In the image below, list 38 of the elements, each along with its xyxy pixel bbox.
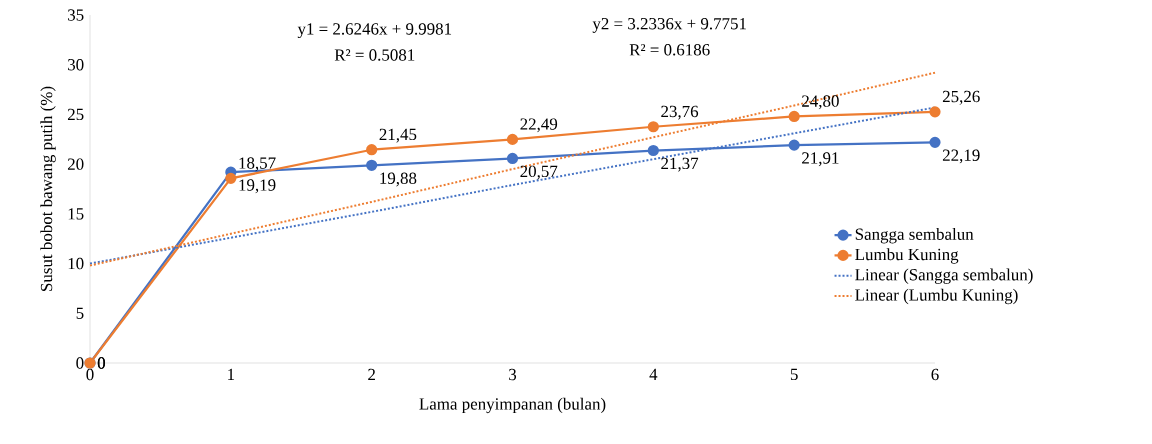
- y-tick-label: 10: [68, 257, 84, 270]
- data-label: 25,26: [942, 90, 980, 105]
- y-tick-label: 0: [76, 357, 84, 369]
- legend-label: Lumbu Kuning: [855, 248, 959, 264]
- data-label: 24,80: [802, 95, 839, 110]
- data-label: 19,19: [239, 179, 276, 194]
- data-label: 22,49: [520, 118, 558, 133]
- y-axis-title: Susut bobot bawang putih (%): [40, 86, 56, 291]
- data-label: 20,57: [520, 165, 558, 180]
- x-tick-label: 5: [790, 368, 798, 381]
- data-label: 21,45: [379, 128, 417, 143]
- data-label: 18,57: [239, 157, 276, 172]
- y-tick-label: 25: [67, 108, 84, 121]
- x-tick-label: 1: [228, 368, 235, 381]
- y-tick-label: 15: [68, 208, 84, 220]
- data-label: 21,37: [661, 157, 699, 172]
- data-label: 22,19: [942, 149, 980, 164]
- annotation: R² = 0.6186: [629, 44, 710, 56]
- y-tick-label: 20: [67, 158, 84, 170]
- legend-label: Linear (Sangga sembalun): [855, 268, 1033, 284]
- y-tick-label: 35: [68, 9, 84, 21]
- annotation: y2 = 3.2336x + 9.7751: [592, 18, 746, 33]
- legend-label: Linear (Lumbu Kuning): [855, 288, 1018, 305]
- annotation: y1 = 2.6246x + 9.9981: [297, 23, 452, 39]
- annotation: R² = 0.5081: [334, 49, 415, 61]
- data-label: 19,88: [380, 172, 417, 187]
- x-tick-label: 3: [509, 368, 517, 381]
- x-tick-label: 6: [931, 368, 939, 381]
- data-label: 23,76: [661, 105, 699, 120]
- y-tick-label: 30: [68, 59, 84, 71]
- legend-label: Sangga sembalun: [855, 227, 974, 244]
- data-label: 21,91: [802, 152, 839, 167]
- data-label: 0: [97, 357, 105, 369]
- x-tick-label: 0: [86, 368, 94, 381]
- x-axis-title: Lama penyimpanan (bulan): [419, 397, 606, 414]
- x-tick-label: 2: [368, 368, 375, 381]
- x-tick-label: 4: [649, 368, 658, 380]
- y-tick-label: 5: [76, 307, 84, 319]
